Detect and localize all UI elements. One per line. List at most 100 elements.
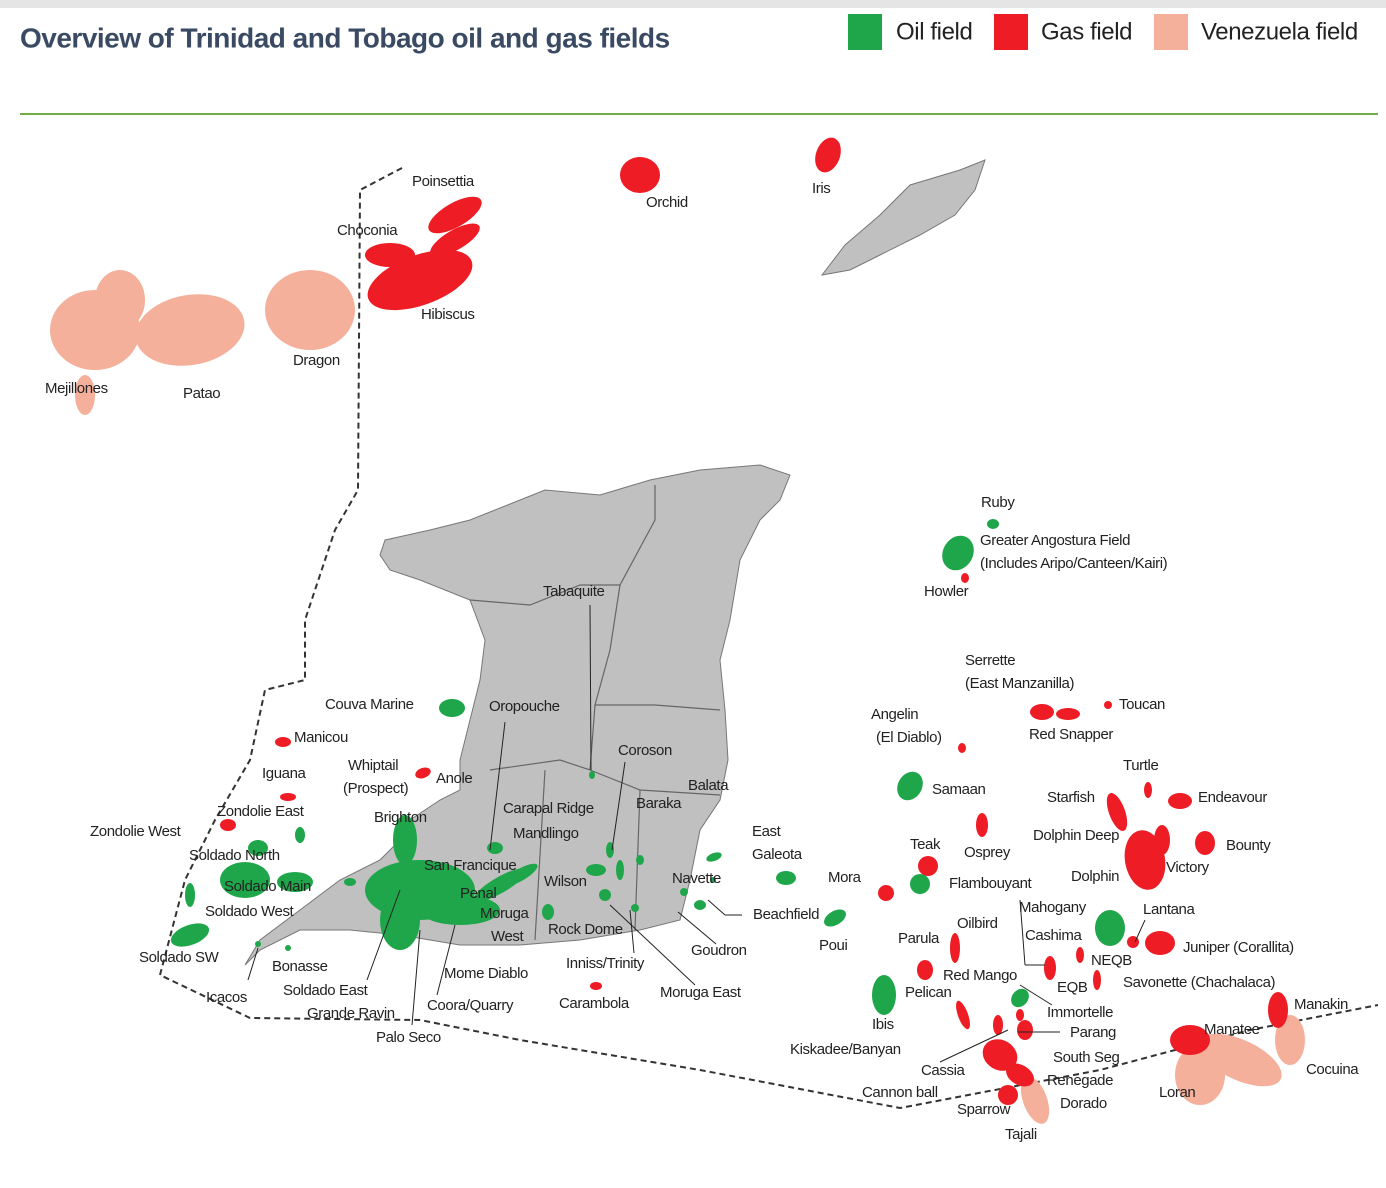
field <box>917 960 933 980</box>
field <box>918 856 938 876</box>
field <box>958 743 966 753</box>
field <box>631 904 639 912</box>
field-label: Cashima <box>1025 927 1082 944</box>
field <box>1144 782 1152 798</box>
field <box>487 842 503 854</box>
field-label: Goudron <box>691 942 747 959</box>
field <box>380 890 420 950</box>
field-label: Dragon <box>293 352 340 369</box>
field-label: Zondolie East <box>217 803 305 820</box>
field-label: Iris <box>812 180 830 197</box>
field <box>706 852 722 862</box>
field <box>961 573 969 583</box>
trinidad <box>244 464 791 966</box>
field <box>185 883 195 907</box>
field-label: San Francique <box>424 857 516 874</box>
field-label: East <box>752 823 782 840</box>
field <box>1044 956 1056 980</box>
field-label: Soldado North <box>189 847 280 864</box>
legend-swatch <box>848 14 882 50</box>
field-label: Greater Angostura Field <box>980 532 1130 549</box>
field-label: Samaan <box>932 781 986 798</box>
legend: Oil field Gas field Venezuela field <box>848 14 1358 50</box>
top-strip <box>0 0 1386 8</box>
field <box>415 767 431 779</box>
field <box>1195 831 1215 855</box>
field <box>1175 1045 1225 1105</box>
field <box>430 223 480 257</box>
field-label: Bounty <box>1226 837 1271 854</box>
field <box>1170 1025 1210 1055</box>
field <box>344 878 356 886</box>
field <box>542 904 554 920</box>
legend-swatch <box>1154 14 1188 50</box>
field-label: Bonasse <box>272 958 328 975</box>
field <box>1030 704 1054 720</box>
field-label: Loran <box>1159 1084 1195 1101</box>
field <box>248 840 268 856</box>
labels: Poinsettia Choconia Hibiscus Orchid Iris Meji… <box>45 173 1360 1143</box>
field-label: Iguana <box>262 765 307 782</box>
field-label: Manicou <box>294 729 348 746</box>
field <box>942 535 974 571</box>
field-label: Pelican <box>905 984 951 1001</box>
field-label: Choconia <box>337 222 398 239</box>
field-label: Beachfield <box>753 906 819 923</box>
field <box>606 842 614 858</box>
field <box>265 270 355 350</box>
field-label: Palo Seco <box>376 1029 441 1046</box>
field <box>694 900 706 910</box>
field <box>295 827 305 843</box>
field-label: Mome Diablo <box>444 965 528 982</box>
field <box>1168 793 1192 809</box>
field <box>976 813 988 837</box>
field-label: Cassia <box>921 1062 966 1079</box>
field-label: Renegade <box>1047 1072 1113 1089</box>
field-label: Starfish <box>1047 789 1095 806</box>
field <box>367 249 473 311</box>
field <box>590 982 602 990</box>
field-label: Ruby <box>981 494 1015 511</box>
field <box>220 819 236 831</box>
field-label: Soldado Main <box>224 878 311 895</box>
field-label: (El Diablo) <box>876 729 942 746</box>
field-label: Balata <box>688 777 729 794</box>
field <box>135 294 245 366</box>
field <box>1095 910 1125 946</box>
field <box>275 737 291 747</box>
field-label: Navette <box>672 870 721 887</box>
field-label: Mora <box>828 869 862 886</box>
field-label: Couva Marine <box>325 696 414 713</box>
field-label: Mahogany <box>1019 899 1087 916</box>
field-label: Mejillones <box>45 380 108 397</box>
field <box>277 872 313 892</box>
field-label: Icacos <box>206 989 247 1006</box>
field <box>393 815 417 865</box>
field <box>897 771 923 801</box>
field-label: Cannon ball <box>862 1084 938 1101</box>
field-label: Zondolie West <box>90 823 182 840</box>
field-label: West <box>491 928 525 945</box>
field-label: Serrette <box>965 652 1015 669</box>
field <box>599 889 611 901</box>
field-label: Whiptail <box>348 757 398 774</box>
field-label: Flambouyant <box>949 875 1033 892</box>
field <box>1106 793 1128 831</box>
field <box>220 862 270 898</box>
field <box>878 885 894 901</box>
field <box>1268 992 1288 1028</box>
field <box>285 945 291 951</box>
field-label: Dolphin <box>1071 868 1119 885</box>
field <box>1006 1063 1034 1087</box>
field <box>620 157 660 193</box>
title: Overview of Trinidad and Tobago oil and … <box>20 22 670 53</box>
field-label: Brighton <box>374 809 427 826</box>
field <box>1076 947 1084 963</box>
field <box>420 895 500 925</box>
field-label: Anole <box>436 770 472 787</box>
field <box>75 375 95 415</box>
field-label: Tabaquite <box>543 583 605 600</box>
field <box>993 1015 1003 1035</box>
field <box>1198 1033 1282 1087</box>
